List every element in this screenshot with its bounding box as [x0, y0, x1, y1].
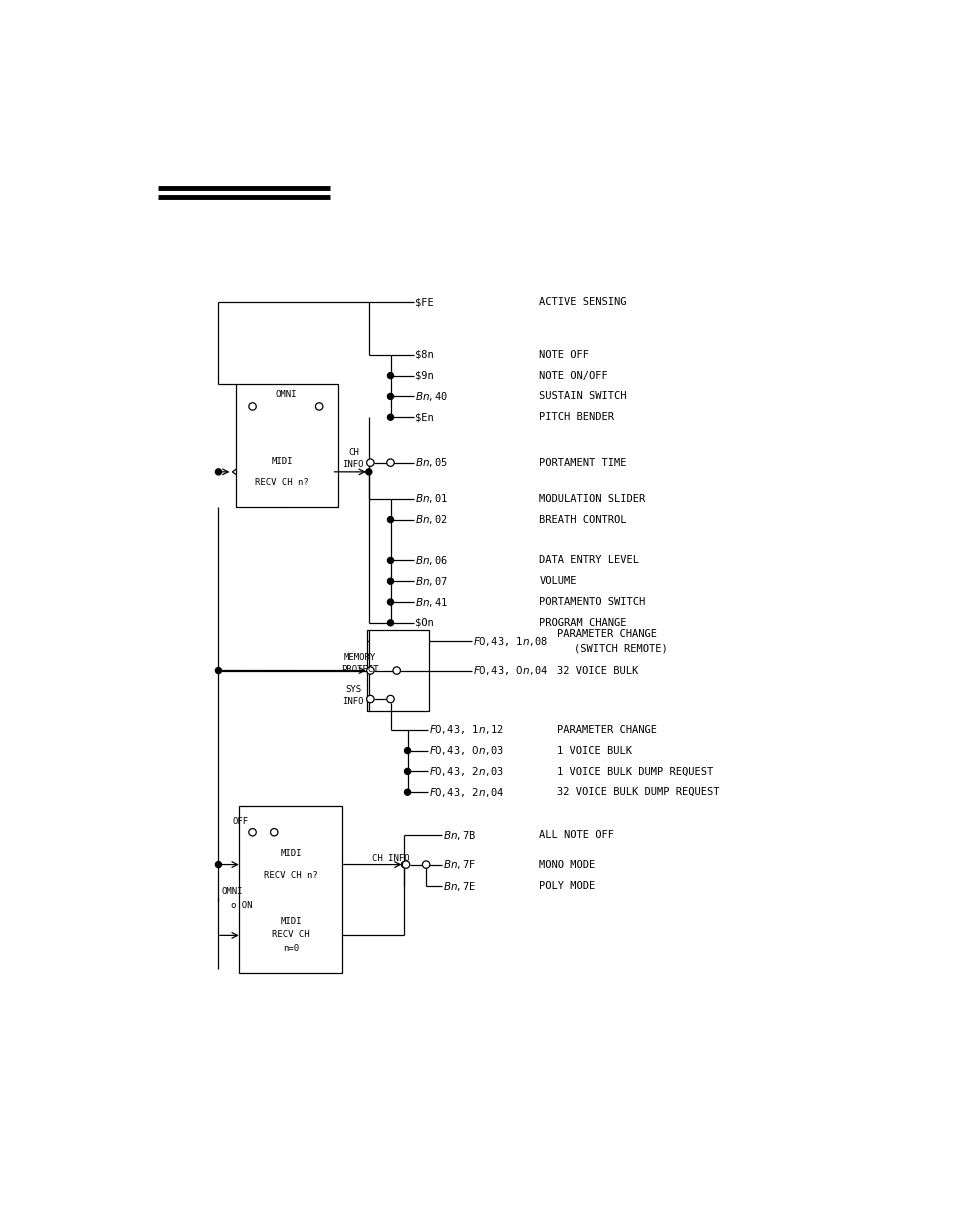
Text: $F0, $43, $2n, $04: $F0, $43, $2n, $04: [429, 785, 504, 799]
Text: MIDI: MIDI: [280, 917, 302, 926]
Text: ACTIVE SENSING: ACTIVE SENSING: [538, 298, 626, 308]
Text: MONO MODE: MONO MODE: [538, 859, 595, 869]
Text: $F0, $43, $0n, $04: $F0, $43, $0n, $04: [473, 664, 548, 677]
Circle shape: [366, 667, 374, 675]
Text: NOTE OFF: NOTE OFF: [538, 350, 589, 359]
Circle shape: [393, 667, 400, 675]
Circle shape: [404, 747, 410, 753]
Text: $8n: $8n: [415, 350, 434, 359]
Text: $Bn, $01: $Bn, $01: [415, 492, 448, 506]
Text: OMNI: OMNI: [221, 888, 243, 896]
Text: $Bn, $7B: $Bn, $7B: [443, 828, 476, 842]
Text: ALL NOTE OFF: ALL NOTE OFF: [538, 831, 614, 841]
Circle shape: [365, 469, 372, 475]
Bar: [367, 630, 429, 710]
Text: $Bn, $07: $Bn, $07: [415, 575, 448, 587]
Circle shape: [387, 579, 394, 585]
Text: $Bn, $06: $Bn, $06: [415, 554, 448, 567]
Text: SUSTAIN SWITCH: SUSTAIN SWITCH: [538, 391, 626, 401]
Text: o ON: o ON: [231, 901, 253, 910]
Circle shape: [249, 403, 256, 410]
Text: OFF: OFF: [232, 817, 248, 826]
Polygon shape: [233, 437, 332, 507]
Text: RECV CH n?: RECV CH n?: [254, 478, 309, 487]
Circle shape: [387, 394, 394, 400]
Text: $Bn, $05: $Bn, $05: [415, 457, 448, 469]
Text: RECV CH n?: RECV CH n?: [264, 870, 318, 880]
Text: POLY MODE: POLY MODE: [538, 881, 595, 891]
Text: $F0, $43, $0n, $03: $F0, $43, $0n, $03: [429, 744, 504, 757]
Text: 32 VOICE BULK DUMP REQUEST: 32 VOICE BULK DUMP REQUEST: [557, 787, 719, 798]
Text: $9n: $9n: [415, 371, 434, 380]
Text: MIDI: MIDI: [280, 849, 302, 858]
Text: PARAMETER CHANGE: PARAMETER CHANGE: [557, 725, 657, 735]
Circle shape: [315, 403, 322, 410]
Text: CH INFO: CH INFO: [372, 854, 409, 863]
Circle shape: [215, 667, 221, 673]
Text: PORTAMENTO SWITCH: PORTAMENTO SWITCH: [538, 597, 645, 607]
Text: 1 VOICE BULK: 1 VOICE BULK: [557, 746, 632, 756]
Text: n=0: n=0: [283, 944, 299, 953]
Circle shape: [215, 469, 221, 475]
Text: $Bn, $40: $Bn, $40: [415, 390, 448, 403]
Circle shape: [387, 373, 394, 379]
Circle shape: [386, 696, 394, 703]
Text: OMNI: OMNI: [274, 390, 296, 399]
Text: PROTECT: PROTECT: [340, 665, 378, 675]
Circle shape: [387, 619, 394, 625]
Polygon shape: [241, 831, 340, 899]
Text: PROGRAM CHANGE: PROGRAM CHANGE: [538, 618, 626, 628]
Circle shape: [249, 828, 256, 836]
Text: NOTE ON/OFF: NOTE ON/OFF: [538, 371, 607, 380]
Circle shape: [366, 459, 374, 467]
Text: VOLUME: VOLUME: [538, 576, 577, 586]
Circle shape: [386, 459, 394, 467]
Text: $Bn, $02: $Bn, $02: [415, 513, 447, 526]
Text: PARAMETER CHANGE: PARAMETER CHANGE: [557, 629, 657, 639]
Text: DATA ENTRY LEVEL: DATA ENTRY LEVEL: [538, 555, 639, 565]
Circle shape: [387, 414, 394, 420]
Circle shape: [402, 860, 409, 868]
Text: $Bn, $7F: $Bn, $7F: [443, 858, 476, 872]
Circle shape: [387, 558, 394, 564]
Circle shape: [401, 862, 407, 868]
Text: RECV CH: RECV CH: [273, 931, 310, 939]
Bar: [235, 384, 337, 507]
Text: CH: CH: [348, 448, 358, 457]
Text: INFO: INFO: [342, 460, 364, 469]
Text: 32 VOICE BULK: 32 VOICE BULK: [557, 666, 638, 676]
Circle shape: [404, 768, 410, 774]
Text: MIDI: MIDI: [271, 457, 293, 465]
Text: 1 VOICE BULK DUMP REQUEST: 1 VOICE BULK DUMP REQUEST: [557, 767, 713, 777]
Text: $F0, $43, $2n, $03: $F0, $43, $2n, $03: [429, 764, 504, 778]
Text: INFO: INFO: [342, 697, 364, 705]
Text: MODULATION SLIDER: MODULATION SLIDER: [538, 494, 645, 503]
Circle shape: [404, 789, 410, 795]
Text: PORTAMENT TIME: PORTAMENT TIME: [538, 458, 626, 468]
Polygon shape: [241, 901, 340, 969]
Circle shape: [422, 860, 430, 868]
Text: MEMORY: MEMORY: [343, 652, 375, 662]
Circle shape: [387, 517, 394, 523]
Circle shape: [387, 599, 394, 606]
Text: $On: $On: [415, 618, 434, 628]
Text: (SWITCH REMOTE): (SWITCH REMOTE): [574, 644, 667, 654]
Text: BREATH CONTROL: BREATH CONTROL: [538, 515, 626, 524]
Text: $Bn, $7E: $Bn, $7E: [443, 880, 476, 892]
Text: SYS: SYS: [345, 684, 361, 693]
Text: $En: $En: [415, 412, 434, 422]
Circle shape: [366, 696, 374, 703]
Bar: [238, 806, 342, 974]
Circle shape: [271, 828, 277, 836]
Text: $F0, $43, $1n, $08: $F0, $43, $1n, $08: [473, 635, 548, 648]
Text: $Bn, $41: $Bn, $41: [415, 596, 448, 608]
Text: PITCH BENDER: PITCH BENDER: [538, 412, 614, 422]
Circle shape: [215, 862, 221, 868]
Text: $FE: $FE: [415, 298, 434, 308]
Text: $F0, $43, $1n, $12: $F0, $43, $1n, $12: [429, 724, 503, 736]
